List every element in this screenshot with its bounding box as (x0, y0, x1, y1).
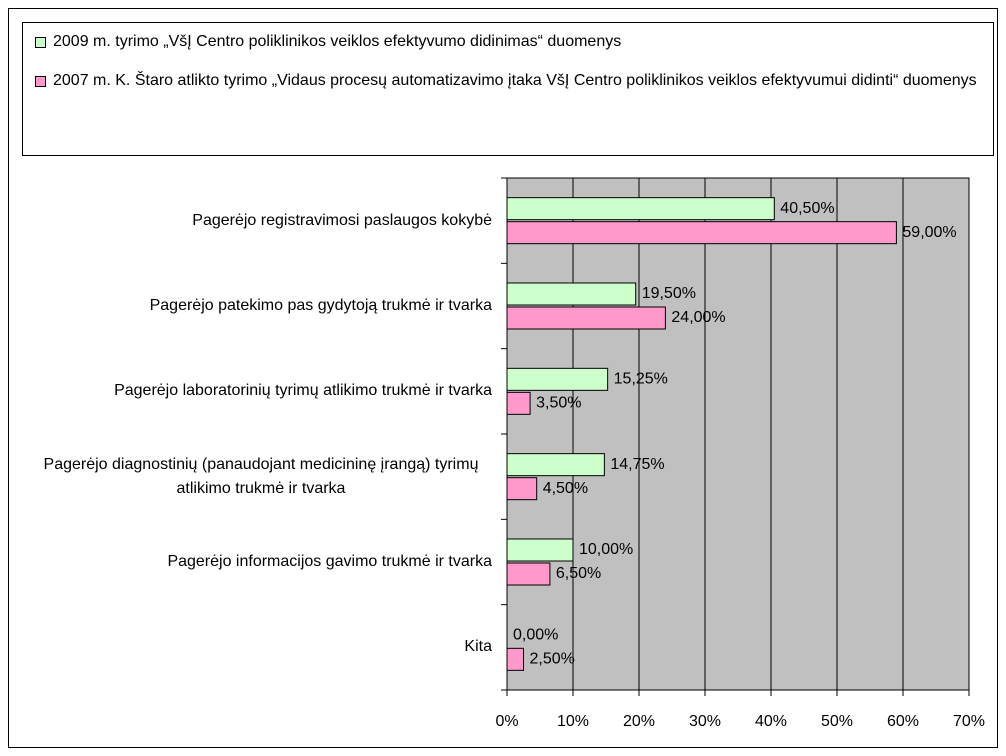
bar (506, 562, 551, 586)
data-label: 14,75% (610, 456, 664, 473)
y-tick-label: Pagerėjo diagnostinių (panaudojant medic… (43, 455, 479, 497)
category-label-box: Pagerėjo diagnostinių (panaudojant medic… (22, 453, 492, 501)
bar (506, 197, 775, 221)
y-tick-label: Pagerėjo registravimosi paslaugos kokybė (192, 211, 492, 229)
legend-swatch (35, 76, 46, 87)
data-label: 4,50% (543, 480, 588, 497)
legend-swatch (35, 37, 46, 48)
category-label-box: Pagerėjo laboratorinių tyrimų atlikimo t… (22, 379, 492, 403)
x-tick-label: 0% (495, 713, 518, 730)
bar (506, 367, 609, 391)
data-label: 10,00% (579, 541, 633, 558)
x-tick-label: 40% (755, 713, 787, 730)
legend-label: 2009 m. tyrimo „VšĮ Centro poliklinikos … (53, 33, 622, 50)
plot-area (507, 178, 969, 690)
x-tick-label: 10% (557, 713, 589, 730)
category-label-box: Kita (22, 635, 492, 659)
x-tick-label: 30% (689, 713, 721, 730)
bar (506, 221, 897, 245)
bar (506, 647, 524, 671)
data-label: 59,00% (902, 224, 956, 241)
data-label: 2,50% (530, 651, 575, 668)
x-tick-label: 60% (887, 713, 919, 730)
bar (506, 282, 637, 306)
x-tick-label: 50% (821, 713, 853, 730)
legend-label: 2007 m. K. Štaro atlikto tyrimo „Vidaus … (53, 72, 977, 89)
data-label: 24,00% (671, 309, 725, 326)
chart-border (8, 8, 998, 748)
category-label-box: Pagerėjo patekimo pas gydytoją trukmė ir… (22, 294, 492, 318)
category-label-box: Pagerėjo informacijos gavimo trukmė ir t… (22, 550, 492, 574)
y-tick-label: Pagerėjo informacijos gavimo trukmė ir t… (167, 553, 492, 570)
y-tick-label: Pagerėjo laboratorinių tyrimų atlikimo t… (114, 382, 492, 400)
bar (506, 453, 605, 477)
bar (506, 306, 666, 330)
legend: 2009 m. tyrimo „VšĮ Centro poliklinikos … (22, 22, 994, 156)
bar (506, 477, 538, 501)
legend-item: 2009 m. tyrimo „VšĮ Centro poliklinikos … (33, 31, 985, 53)
data-label: 0,00% (513, 627, 558, 644)
data-label: 3,50% (536, 395, 581, 412)
data-label: 40,50% (780, 200, 834, 217)
data-label: 6,50% (556, 565, 601, 582)
data-label: 19,50% (642, 285, 696, 302)
y-tick-label: Kita (464, 638, 492, 656)
category-label-box: Pagerėjo registravimosi paslaugos kokybė (22, 209, 492, 233)
data-label: 15,25% (614, 371, 668, 388)
x-tick-label: 70% (953, 713, 985, 730)
x-tick-label: 20% (623, 713, 655, 730)
y-tick-label: Pagerėjo patekimo pas gydytoją trukmė ir… (149, 297, 492, 314)
bar (506, 391, 531, 415)
bar (506, 538, 574, 562)
legend-item: 2007 m. K. Štaro atlikto tyrimo „Vidaus … (33, 70, 985, 92)
